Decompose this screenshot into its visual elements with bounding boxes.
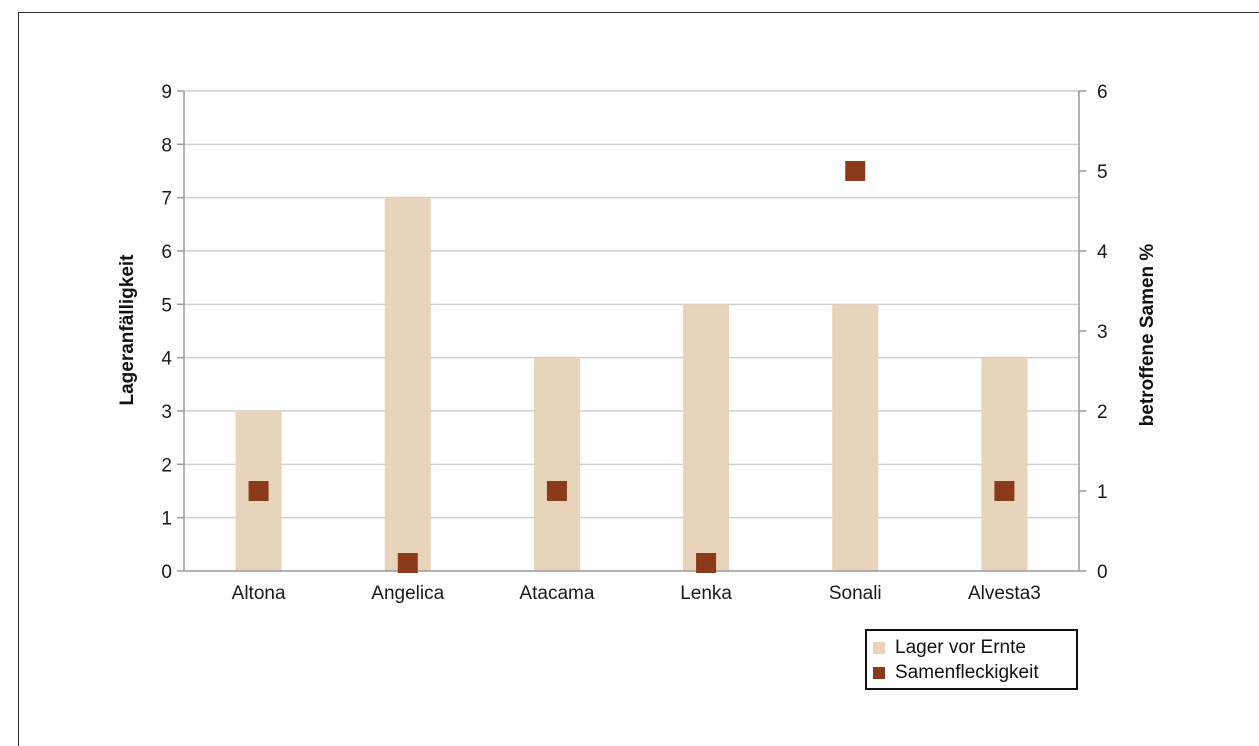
marker-sonali [845,161,866,181]
legend-swatch-samen [873,667,885,679]
left-tick-label: 6 [161,242,172,263]
x-tick-label-sonali: Sonali [829,583,882,604]
right-tick-label: 1 [1097,482,1108,503]
x-tick-label-alvesta3: Alvesta3 [968,583,1041,604]
right-tick-label: 3 [1097,322,1108,343]
axes [183,91,1080,572]
left-tick-label: 9 [161,82,172,103]
x-tick-label-altona: Altona [232,583,286,604]
right-tick-label: 0 [1097,562,1108,583]
right-tick-label: 6 [1097,82,1108,103]
gridlines [184,90,1079,519]
right-tick-label: 2 [1097,402,1108,423]
left-tick-label: 3 [161,402,172,423]
x-tick-label-atacama: Atacama [519,583,594,604]
marker-atacama [546,481,567,501]
left-tick-label: 0 [161,562,172,583]
x-tick-label-angelica: Angelica [371,583,444,604]
marker-angelica [397,553,418,573]
bar-atacama [533,357,580,571]
bar-sonali [832,304,879,571]
marker-alvesta3 [994,481,1015,501]
marker-altona [248,481,269,501]
left-axis-ticks: 0 1 2 3 4 5 6 7 8 9 [161,82,184,583]
legend: Lager vor Ernte Samenfleckigkeit [865,629,1078,690]
legend-item-samen: Samenfleckigkeit [873,662,1039,684]
x-axis-ticks: Altona Angelica Atacama Lenka Sonali Alvesta3 [232,583,1041,604]
x-tick-label-lenka: Lenka [680,583,732,604]
right-axis-ticks: 0 1 2 3 4 5 6 [1079,82,1108,583]
legend-label-lager: Lager vor Ernte [895,637,1026,658]
bar-angelica [384,197,431,571]
right-tick-label: 5 [1097,162,1108,183]
left-tick-label: 4 [161,349,172,370]
left-tick-label: 5 [161,295,172,316]
left-tick-label: 7 [161,189,172,210]
bar-lenka [683,304,730,571]
legend-item-lager: Lager vor Ernte [873,637,1026,659]
right-tick-label: 4 [1097,242,1108,263]
bar-series-lager-vor-ernte [235,197,1028,571]
legend-label-samen: Samenfleckigkeit [895,662,1039,683]
left-tick-label: 1 [161,509,172,530]
chart-frame [18,12,1259,746]
left-tick-label: 8 [161,135,172,156]
right-axis-title: betroffene Samen % [1137,244,1158,427]
left-axis-title: Lageranfälligkeit [117,254,138,406]
marker-lenka [696,553,717,573]
left-tick-label: 2 [161,455,172,476]
legend-swatch-lager [873,642,885,654]
marker-series-samenfleckigkeit [248,161,1015,573]
bar-alvesta3 [981,357,1028,571]
